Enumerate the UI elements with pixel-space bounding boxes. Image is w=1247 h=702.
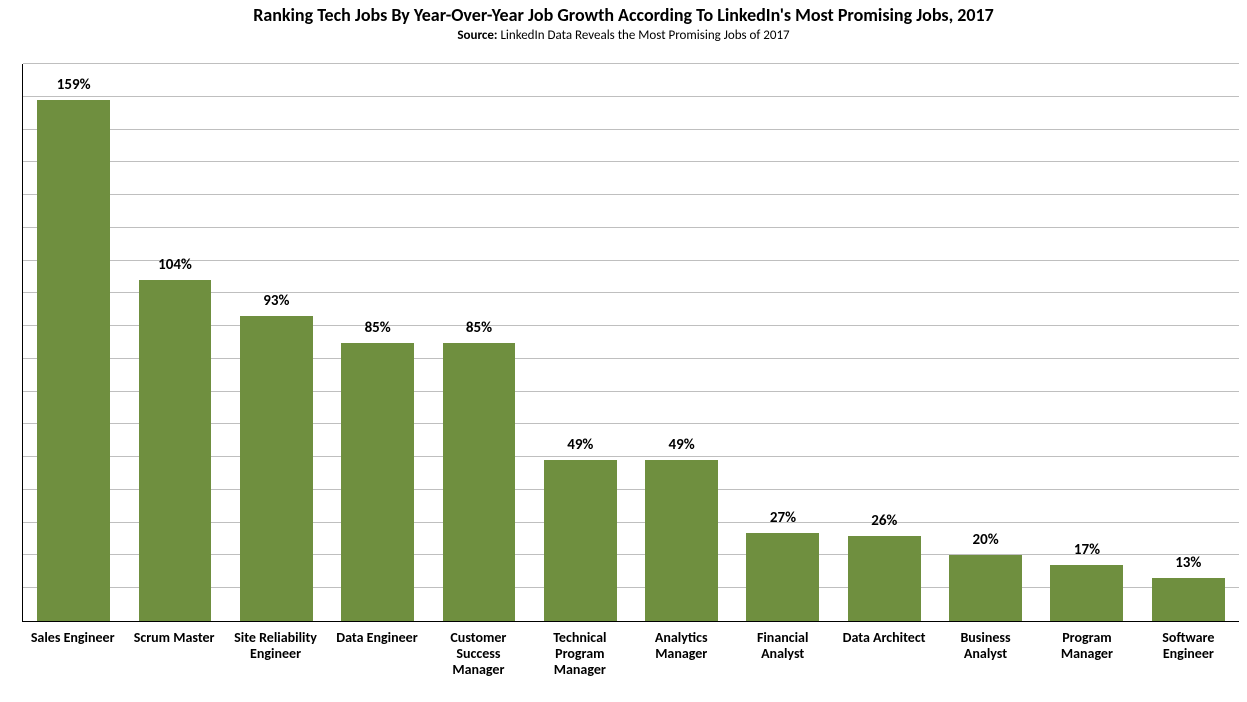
- bar-slot: 20%: [935, 64, 1036, 621]
- bar-value-label: 17%: [1074, 541, 1100, 559]
- chart-subtitle: Source: LinkedIn Data Reveals the Most P…: [0, 28, 1247, 43]
- bar-value-label: 85%: [365, 319, 391, 337]
- bar: 49%: [645, 460, 718, 621]
- bar: 49%: [544, 460, 617, 621]
- bar-slot: 85%: [428, 64, 529, 621]
- subtitle-source-label: Source:: [457, 28, 497, 43]
- bar-value-label: 13%: [1175, 554, 1201, 572]
- bar-slot: 104%: [124, 64, 225, 621]
- x-axis-label: Financial Analyst: [732, 624, 833, 702]
- x-axis-label: Program Manager: [1036, 624, 1137, 702]
- bar-slot: 13%: [1138, 64, 1239, 621]
- bar: 26%: [848, 536, 921, 621]
- chart-container: Ranking Tech Jobs By Year-Over-Year Job …: [0, 0, 1247, 702]
- bar-value-label: 49%: [567, 436, 593, 454]
- bar-slot: 49%: [530, 64, 631, 621]
- bar-value-label: 26%: [871, 512, 897, 530]
- bar-slot: 93%: [226, 64, 327, 621]
- x-axis-label: Business Analyst: [935, 624, 1036, 702]
- x-axis-labels: Sales EngineerScrum MasterSite Reliabili…: [22, 624, 1239, 702]
- bar: 27%: [746, 533, 819, 621]
- x-axis-label: Software Engineer: [1138, 624, 1239, 702]
- bar-value-label: 159%: [57, 76, 91, 94]
- x-axis-label: Customer Success Manager: [428, 624, 529, 702]
- bar: 85%: [341, 343, 414, 622]
- x-axis-label: Analytics Manager: [631, 624, 732, 702]
- bar-slot: 17%: [1036, 64, 1137, 621]
- bar-value-label: 49%: [669, 436, 695, 454]
- bar: 85%: [443, 343, 516, 622]
- bar-value-label: 20%: [973, 531, 999, 549]
- bar-slot: 26%: [834, 64, 935, 621]
- bar: 93%: [240, 316, 313, 621]
- bar-value-label: 85%: [466, 319, 492, 337]
- bar: 13%: [1152, 578, 1225, 621]
- bar-slot: 85%: [327, 64, 428, 621]
- x-axis-label: Data Architect: [833, 624, 934, 702]
- bar-value-label: 27%: [770, 509, 796, 527]
- bar: 17%: [1050, 565, 1123, 621]
- bar-slot: 27%: [732, 64, 833, 621]
- bar-value-label: 93%: [263, 292, 289, 310]
- bar: 20%: [949, 555, 1022, 621]
- x-axis-label: Sales Engineer: [22, 624, 123, 702]
- x-axis-label: Scrum Master: [123, 624, 224, 702]
- bar: 104%: [139, 280, 212, 621]
- subtitle-source-text: LinkedIn Data Reveals the Most Promising…: [500, 28, 789, 43]
- bars-group: 159% 104% 93% 85% 85% 49% 49% 27% 26% 20% 17% 13%: [23, 64, 1239, 621]
- x-axis-label: Site Reliability Engineer: [225, 624, 326, 702]
- chart-title: Ranking Tech Jobs By Year-Over-Year Job …: [0, 4, 1247, 26]
- x-axis-label: Technical Program Manager: [529, 624, 630, 702]
- plot-area: 159% 104% 93% 85% 85% 49% 49% 27% 26% 20% 17% 13%: [22, 64, 1239, 622]
- bar-slot: 159%: [23, 64, 124, 621]
- bar-value-label: 104%: [158, 256, 192, 274]
- x-axis-label: Data Engineer: [326, 624, 427, 702]
- bar-slot: 49%: [631, 64, 732, 621]
- bar: 159%: [37, 100, 110, 621]
